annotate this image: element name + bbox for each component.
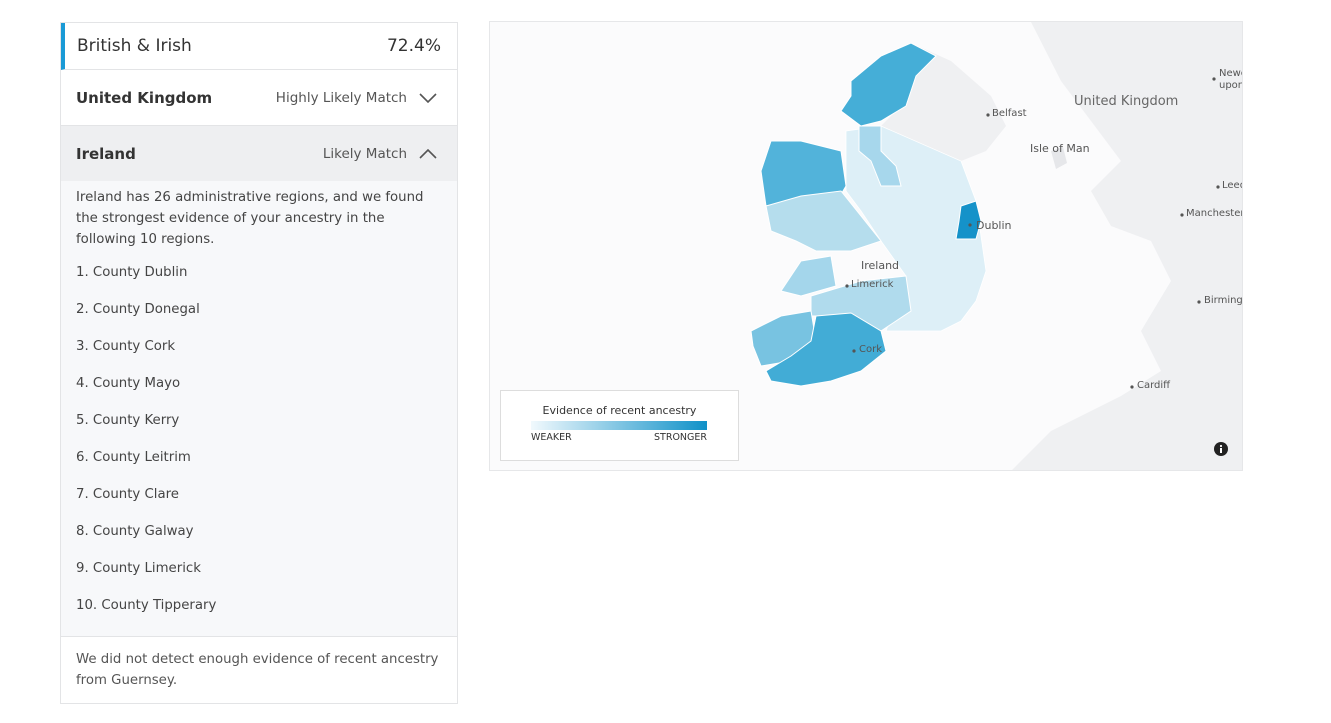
map-label: Cork <box>859 344 883 355</box>
region-list: 1. County Dublin 2. County Donegal 3. Coun… <box>76 254 442 624</box>
map-label: United Kingdom <box>1074 94 1179 109</box>
map-label: Dublin <box>976 219 1012 232</box>
region-item: 5. County Kerry <box>76 413 180 428</box>
group-title: British & Irish <box>77 36 192 56</box>
footer-note: We did not detect enough evidence of rec… <box>76 652 439 688</box>
map-label: Cardiff <box>1137 380 1171 391</box>
detail: Ireland has 26 administrative regions, a… <box>61 181 457 637</box>
row-name: Ireland <box>76 144 136 163</box>
map-label: Ireland <box>861 259 900 272</box>
row-name: United Kingdom <box>76 88 213 107</box>
region-item: 3. County Cork <box>76 339 176 354</box>
ancestry-panel: British & Irish 72.4% United Kingdom Highl… <box>60 22 458 704</box>
map-label: Leed <box>1222 180 1242 191</box>
region-item: 1. County Dublin <box>76 265 188 280</box>
region-item: 8. County Galway <box>76 524 194 539</box>
chevron-down <box>419 92 437 103</box>
map-label: Limerick <box>851 279 894 290</box>
group-percent: 72.4% <box>386 36 441 56</box>
map-label: Belfast <box>992 108 1027 119</box>
region-item: 7. County Clare <box>76 487 179 502</box>
map-label: Newc <box>1219 68 1242 79</box>
map-graphic <box>750 22 1242 470</box>
row-match: Highly Likely Match <box>275 89 407 106</box>
legend-gradient <box>531 421 707 430</box>
map: United Kingdom Belfast Isle of Man Dubli… <box>489 21 1243 471</box>
legend-stronger: STRONGER <box>654 432 707 443</box>
map-label: upon <box>1219 80 1243 91</box>
region-item: 4. County Mayo <box>76 376 181 391</box>
region-item: 10. County Tipperary <box>76 598 217 613</box>
ireland-row[interactable]: Ireland Likely Match <box>61 126 457 181</box>
row-match: Likely Match <box>322 145 407 162</box>
chevron-up <box>419 148 437 159</box>
region-item: 9. County Limerick <box>76 561 201 576</box>
map-label: Isle of Man <box>1030 142 1090 155</box>
region-item: 6. County Leitrim <box>76 450 191 465</box>
info-icon[interactable] <box>1214 442 1228 456</box>
legend: Evidence of recent ancestry WEAKER STRONG… <box>500 390 739 461</box>
legend-weaker: WEAKER <box>531 432 572 443</box>
region-item: 2. County Donegal <box>76 302 200 317</box>
uk-row[interactable]: United Kingdom Highly Likely Match <box>61 70 457 126</box>
map-label: Manchester <box>1186 208 1243 219</box>
legend-title: Evidence of recent ancestry <box>542 404 697 417</box>
detail-intro: Ireland has 26 administrative regions, a… <box>76 190 424 247</box>
map-label: Birmingh <box>1204 295 1243 306</box>
group-header[interactable]: British & Irish 72.4% <box>61 23 457 70</box>
